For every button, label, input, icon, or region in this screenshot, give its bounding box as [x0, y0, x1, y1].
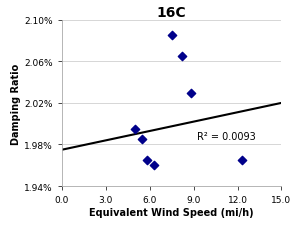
Point: [180, 55, 184, 59]
Point: [188, 91, 193, 95]
Point: [133, 128, 138, 131]
Y-axis label: Damping Ratio: Damping Ratio: [12, 63, 21, 144]
Title: 16C: 16C: [157, 5, 187, 20]
Point: [144, 159, 149, 162]
Point: [169, 34, 174, 38]
Point: [140, 138, 145, 141]
Point: [152, 164, 157, 167]
Point: [239, 159, 244, 162]
Text: R² = 0.0093: R² = 0.0093: [197, 132, 255, 142]
X-axis label: Equivalent Wind Speed (mi/h): Equivalent Wind Speed (mi/h): [89, 207, 254, 217]
